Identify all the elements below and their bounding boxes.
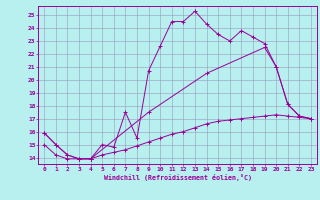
X-axis label: Windchill (Refroidissement éolien,°C): Windchill (Refroidissement éolien,°C) xyxy=(104,174,252,181)
